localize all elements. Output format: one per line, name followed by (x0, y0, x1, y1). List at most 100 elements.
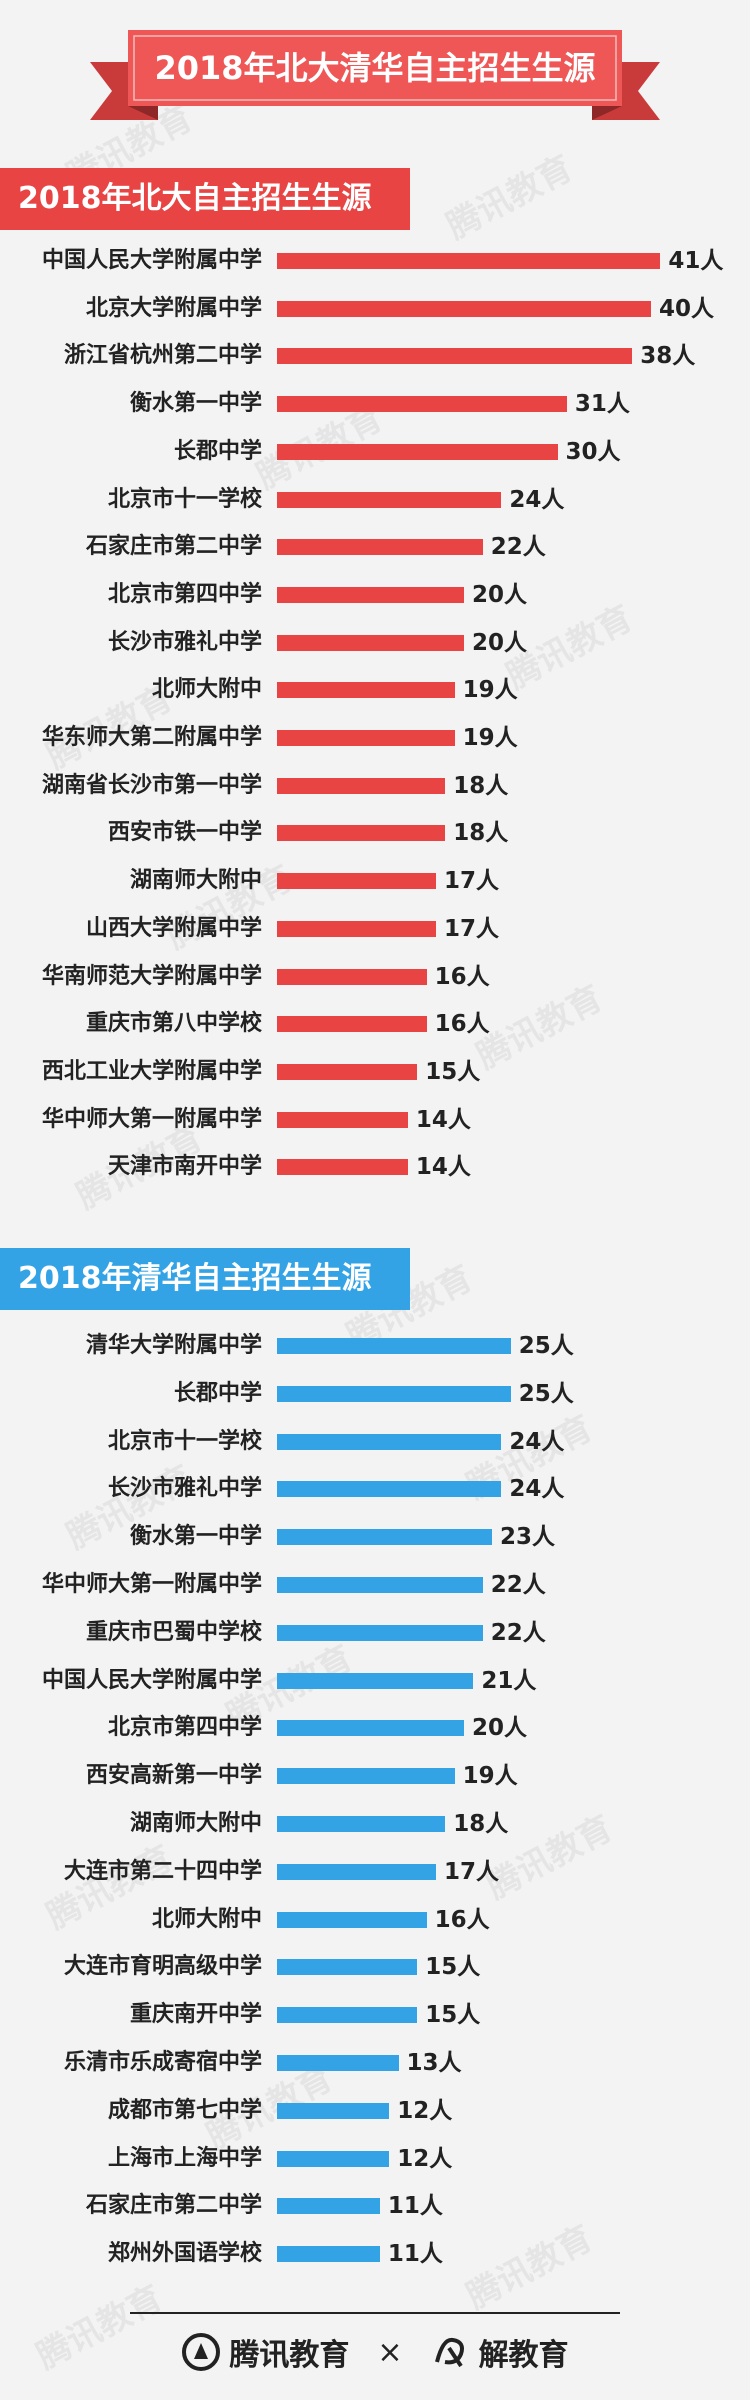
bar (277, 634, 464, 651)
bar-value-label: 20人 (472, 629, 528, 656)
bar-value-label: 25人 (518, 1333, 574, 1359)
bar-value-label: 18人 (453, 1811, 509, 1837)
bar-value-label: 24人 (509, 486, 565, 513)
banner-title: 2018年北大清华自主招生生源 (154, 49, 595, 87)
bar (277, 491, 502, 508)
bar-value-label: 20人 (472, 581, 528, 608)
chart-row: 清华大学附属中学 25人 (0, 1326, 750, 1366)
bar (277, 443, 558, 460)
chart-row: 长郡中学 30人 (0, 432, 750, 472)
bar (277, 1016, 427, 1033)
bar (277, 1911, 427, 1928)
bar (277, 1111, 408, 1128)
bar-category-label: 成都市第七中学 (107, 2097, 262, 2123)
section-title-pku: 2018年北大自主招生生源 (0, 168, 410, 230)
bar (277, 777, 446, 794)
chart-row: 石家庄市第二中学 11人 (0, 2186, 750, 2226)
bar-category-label: 长郡中学 (173, 438, 262, 464)
bar (277, 586, 464, 603)
chart-row: 北京市第四中学 20人 (0, 575, 750, 615)
chart-row: 衡水第一中学 31人 (0, 384, 750, 424)
bar (277, 396, 567, 413)
bar (277, 920, 436, 937)
chart-row: 华中师大第一附属中学 22人 (0, 1565, 750, 1605)
chart-row: 湖南省长沙市第一中学 18人 (0, 766, 750, 806)
bar (277, 1624, 483, 1641)
chart-row: 中国人民大学附属中学 21人 (0, 1661, 750, 1701)
bar-category-label: 长沙市雅礼中学 (107, 629, 262, 655)
chart-row: 长郡中学 25人 (0, 1374, 750, 1414)
jie-education-logo-icon (434, 2337, 464, 2368)
chart-row: 成都市第七中学 12人 (0, 2091, 750, 2131)
bar-category-label: 天津市南开中学 (107, 1154, 262, 1180)
bar (277, 825, 446, 842)
bar-category-label: 西安市铁一中学 (107, 820, 262, 846)
bar-category-label: 北师大附中 (151, 677, 262, 703)
bar-value-label: 17人 (443, 1858, 499, 1885)
chart-row: 华南师范大学附属中学 16人 (0, 957, 750, 997)
bar-value-label: 22人 (490, 1619, 546, 1646)
bar (277, 2150, 390, 2167)
bar-category-label: 北京市十一学校 (107, 486, 262, 512)
chart-pku: 中国人民大学附属中学 41人 北京大学附属中学 40人 浙江省杭州第二中学 38人 衡水第一… (0, 241, 750, 1201)
bar-value-label: 38人 (640, 343, 696, 370)
bar-value-label: 13人 (406, 2050, 462, 2076)
footer-divider (130, 2312, 620, 2314)
bar-category-label: 衡水第一中学 (129, 1524, 262, 1550)
chart-row: 浙江省杭州第二中学 38人 (0, 336, 750, 376)
bar (277, 873, 436, 890)
bar-value-label: 20人 (472, 1715, 528, 1742)
chart-row: 大连市第二十四中学 17人 (0, 1852, 750, 1892)
bar (277, 1768, 455, 1785)
chart-row: 湖南师大附中 17人 (0, 861, 750, 901)
bar-value-label: 12人 (397, 2097, 453, 2124)
bar-value-label: 14人 (415, 1154, 471, 1181)
bar (277, 968, 427, 985)
bar (277, 2102, 390, 2119)
bar (277, 1063, 418, 1080)
bar-category-label: 衡水第一中学 (129, 391, 262, 417)
chart-row: 重庆市巴蜀中学校 22人 (0, 1613, 750, 1653)
bar-value-label: 12人 (397, 2145, 453, 2172)
bar-category-label: 乐清市乐成寄宿中学 (63, 2050, 262, 2075)
bar-category-label: 北师大附中 (151, 1906, 262, 1932)
header-banner: 2018年北大清华自主招生生源 (0, 0, 750, 140)
bar-value-label: 16人 (434, 1011, 490, 1038)
bar-category-label: 长沙市雅礼中学 (107, 1476, 262, 1502)
bar-category-label: 北京市第四中学 (107, 581, 262, 607)
section-title-tsinghua: 2018年清华自主招生生源 (0, 1248, 410, 1310)
bar-value-label: 18人 (453, 772, 509, 799)
chart-row: 大连市育明高级中学 15人 (0, 1947, 750, 1987)
bar (277, 539, 483, 556)
bar-value-label: 41人 (668, 248, 724, 274)
bar-value-label: 30人 (565, 438, 621, 465)
bar-value-label: 19人 (462, 1763, 518, 1790)
bar-value-label: 17人 (443, 868, 499, 895)
tencent-education-logo-icon (182, 2333, 221, 2371)
chart-row: 重庆市第八中学校 16人 (0, 1004, 750, 1044)
bar-value-label: 11人 (387, 2241, 443, 2268)
bar (277, 1481, 502, 1498)
bar-category-label: 北京市第四中学 (107, 1715, 262, 1741)
bar (277, 300, 651, 317)
chart-row: 长沙市雅礼中学 24人 (0, 1469, 750, 1509)
chart-row: 北京大学附属中学 40人 (0, 289, 750, 329)
bar (277, 1863, 436, 1880)
bar-category-label: 重庆市第八中学校 (85, 1011, 262, 1037)
bar (277, 348, 633, 365)
footer: 腾讯教育 × 解教育 (0, 2322, 750, 2382)
chart-row: 衡水第一中学 23人 (0, 1517, 750, 1557)
bar-category-label: 大连市第二十四中学 (63, 1858, 262, 1884)
chart-row: 西北工业大学附属中学 15人 (0, 1052, 750, 1092)
chart-row: 郑州外国语学校 11人 (0, 2234, 750, 2274)
bar-value-label: 17人 (443, 915, 499, 942)
bar (277, 1159, 408, 1176)
bar-category-label: 大连市育明高级中学 (63, 1954, 262, 1980)
bar-value-label: 14人 (415, 1106, 471, 1133)
bar-value-label: 15人 (425, 2002, 481, 2029)
bar-category-label: 湖南师大附中 (129, 1811, 262, 1836)
chart-row: 重庆南开中学 15人 (0, 1995, 750, 2035)
bar-category-label: 上海市上海中学 (107, 2145, 262, 2171)
bar-category-label: 华中师大第一附属中学 (41, 1572, 262, 1597)
chart-row: 北师大附中 16人 (0, 1900, 750, 1940)
